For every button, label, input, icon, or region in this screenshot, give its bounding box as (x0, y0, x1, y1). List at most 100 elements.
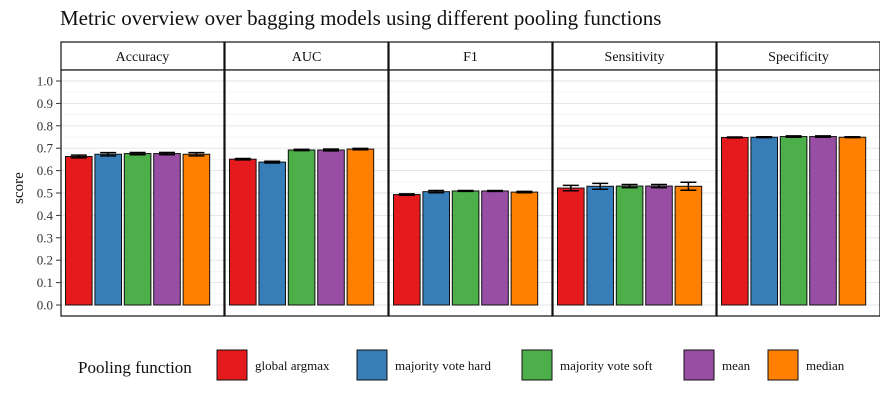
error-bar (680, 181, 697, 192)
legend: Pooling function global argmax majority vo… (78, 349, 845, 381)
y-tick-label: 0.2 (37, 253, 53, 268)
legend-swatch (521, 349, 553, 381)
legend-item-majority-vote-hard: majority vote hard (356, 349, 492, 381)
bar-accuracy-mean (153, 153, 181, 306)
bar-accuracy-global-argmax (65, 155, 93, 306)
error-bar (293, 148, 310, 152)
error-bar (159, 151, 175, 156)
error-bar (457, 189, 474, 193)
facet-label: AUC (292, 50, 322, 65)
error-bar (621, 183, 638, 189)
panels: Accuracy AUC F1 Sensitivity Specificity (60, 41, 880, 317)
facet-strip (60, 41, 225, 71)
facet-panel-sensitivity: Sensitivity (552, 41, 717, 317)
legend-swatch (767, 349, 799, 381)
y-tick-label: 0.8 (37, 118, 53, 133)
bar-f1-median (510, 191, 539, 306)
legend-swatch (683, 349, 715, 381)
facet-strip (552, 41, 717, 71)
facet-strip (716, 41, 880, 71)
panel-border (224, 69, 389, 317)
bar-sensitivity-mean (645, 185, 673, 306)
bar-specificity-majority-vote-hard (750, 136, 779, 306)
error-bar (264, 160, 281, 164)
error-bar (785, 135, 802, 138)
bar-sensitivity-majority-vote-hard (586, 185, 615, 306)
bar-specificity-global-argmax (721, 136, 749, 306)
legend-swatch (216, 349, 248, 381)
error-bar (726, 136, 743, 139)
error-bar (592, 182, 609, 190)
bar-accuracy-majority-vote-soft (123, 153, 152, 306)
panel-border (552, 69, 717, 317)
bar-specificity-mean (809, 136, 837, 306)
y-tick-label: 0.0 (37, 298, 53, 313)
bar-auc-global-argmax (229, 158, 257, 306)
bar-auc-majority-vote-hard (258, 161, 286, 306)
legend-label: global argmax (255, 358, 330, 373)
facet-panel-auc: AUC (224, 41, 389, 317)
bar-f1-majority-vote-hard (422, 191, 450, 306)
legend-item-global-argmax: global argmax (216, 349, 330, 381)
facet-label: F1 (463, 50, 478, 65)
facet-panel-f1: F1 (388, 41, 553, 317)
facet-label: Sensitivity (605, 50, 665, 65)
error-bar (516, 190, 533, 194)
y-tick-label: 1.0 (37, 74, 53, 89)
facet-label: Accuracy (116, 50, 170, 65)
error-bar (234, 157, 251, 161)
legend-item-mean: mean (683, 349, 751, 381)
facet-panel-specificity: Specificity (716, 41, 880, 317)
error-bar (756, 136, 773, 139)
y-tick-label: 0.1 (37, 275, 53, 290)
y-tick-label: 0.4 (37, 208, 54, 223)
error-bar (651, 183, 667, 189)
error-bar (428, 189, 445, 194)
legend-label: majority vote hard (395, 358, 492, 373)
bar-accuracy-majority-vote-hard (94, 153, 123, 306)
legend-title: Pooling function (78, 358, 192, 377)
bar-auc-majority-vote-soft (287, 149, 316, 306)
bar-sensitivity-global-argmax (557, 187, 585, 306)
error-bar (70, 154, 87, 159)
y-tick-label: 0.9 (37, 96, 53, 111)
error-bar (562, 184, 579, 192)
panel-border (388, 69, 553, 317)
y-axis-label: score (11, 172, 27, 204)
legend-label: mean (722, 358, 751, 373)
y-tick-label: 0.5 (37, 186, 53, 201)
bar-specificity-median (838, 136, 867, 306)
facet-strip (224, 41, 389, 71)
legend-swatch (356, 349, 388, 381)
bar-specificity-majority-vote-soft (779, 136, 808, 306)
panel-border (716, 69, 880, 317)
y-tick-label: 0.6 (37, 163, 54, 178)
legend-label: median (806, 358, 845, 373)
error-bar (398, 193, 415, 196)
error-bar (352, 147, 369, 151)
facet-panel-accuracy: Accuracy (60, 41, 225, 317)
facet-label: Specificity (768, 50, 829, 65)
chart-title: Metric overview over bagging models usin… (60, 6, 661, 30)
error-bar (487, 189, 503, 193)
bar-sensitivity-median (674, 185, 703, 306)
error-bar (188, 151, 205, 157)
legend-item-median: median (767, 349, 845, 381)
bar-f1-mean (481, 190, 509, 306)
legend-item-majority-vote-soft: majority vote soft (521, 349, 653, 381)
y-tick-label: 0.3 (37, 230, 53, 245)
y-tick-label: 0.7 (37, 141, 54, 156)
error-bar (844, 136, 861, 139)
bar-auc-mean (317, 149, 345, 306)
bar-accuracy-median (182, 153, 211, 306)
bar-sensitivity-majority-vote-soft (615, 185, 644, 306)
bar-f1-global-argmax (393, 194, 421, 306)
error-bar (129, 151, 146, 156)
y-axis: 0.0 0.1 0.2 0.3 0.4 0.5 0.6 0.7 0.8 0.9 1.0 (37, 74, 61, 313)
bar-auc-median (346, 148, 375, 306)
error-bar (323, 148, 339, 152)
error-bar (815, 135, 831, 138)
bar-f1-majority-vote-soft (451, 190, 480, 306)
legend-label: majority vote soft (560, 358, 653, 373)
